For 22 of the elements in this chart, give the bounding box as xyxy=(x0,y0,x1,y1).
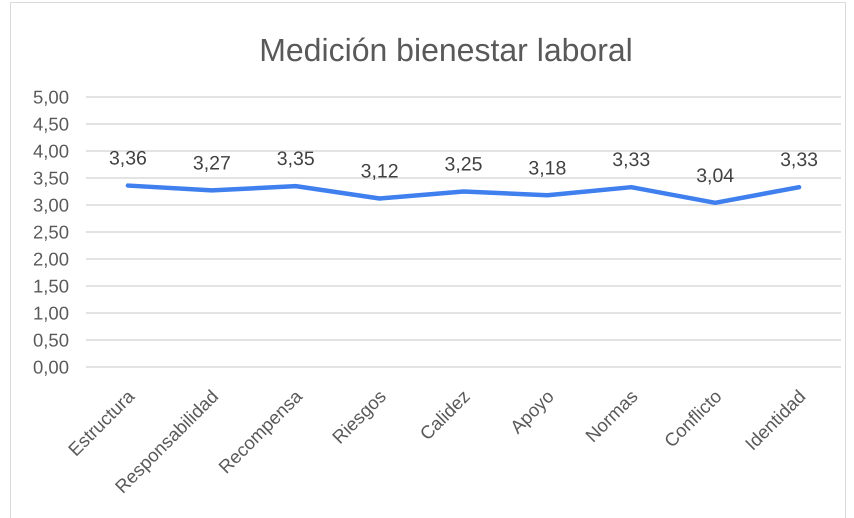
y-tick-label: 0,50 xyxy=(32,329,69,350)
data-label: 3,12 xyxy=(360,160,399,183)
data-label: 3,33 xyxy=(612,149,650,172)
y-tick-label: 0,00 xyxy=(32,356,69,378)
line-series xyxy=(126,183,802,206)
y-tick-label: 3,50 xyxy=(32,167,69,188)
y-tick-label: 1,50 xyxy=(32,275,69,296)
data-label: 3,04 xyxy=(696,164,734,187)
y-tick-label: 4,50 xyxy=(32,113,69,134)
data-label: 3,18 xyxy=(528,157,566,180)
data-label: 3,36 xyxy=(108,148,147,170)
data-label: 3,33 xyxy=(780,149,818,172)
y-tick-label: 4,00 xyxy=(32,140,69,162)
data-label: 3,27 xyxy=(192,152,231,174)
y-tick-label: 1,00 xyxy=(32,302,69,324)
y-tick-label: 2,00 xyxy=(32,248,69,270)
y-tick-label: 5,00 xyxy=(32,86,69,108)
data-label: 3,35 xyxy=(276,148,315,170)
chart-title: Medición bienestar laboral xyxy=(259,32,633,68)
data-label: 3,25 xyxy=(444,154,483,176)
y-tick-label: 3,00 xyxy=(32,194,69,216)
y-tick-label: 2,50 xyxy=(32,221,69,242)
